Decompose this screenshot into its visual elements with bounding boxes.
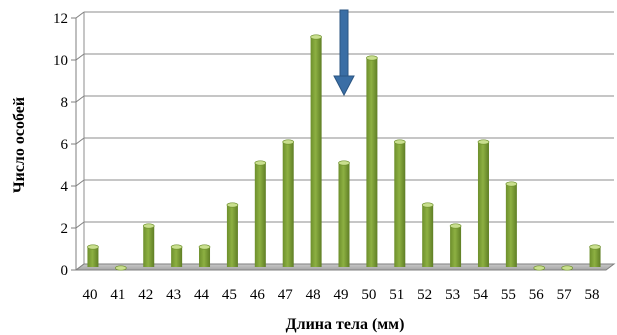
bar (87, 247, 99, 267)
bar-cap (310, 34, 322, 40)
bar (422, 205, 434, 267)
x-tick-label: 57 (557, 287, 573, 303)
y-tick-label: 8 (61, 95, 69, 111)
bar-cap (198, 244, 211, 250)
x-axis: 40 41 42 43 44 45 46 47 48 49 50 51 52 53 54 55 56 57 58 (82, 287, 599, 303)
bar (199, 247, 211, 267)
bar-cap (393, 139, 406, 145)
bar (589, 247, 601, 267)
bar-cap (477, 139, 490, 145)
bar (338, 163, 350, 267)
y-tick-label: 0 (61, 263, 69, 279)
x-tick-label: 45 (222, 287, 237, 303)
gridline-diag (75, 179, 85, 187)
bar-cap (338, 160, 350, 166)
arrow-shaft (339, 9, 349, 77)
x-tick-label: 52 (417, 287, 432, 303)
x-tick-label: 42 (138, 287, 153, 303)
x-tick-label: 58 (585, 287, 600, 303)
bar-cap (142, 223, 155, 229)
y-tick-label: 10 (53, 53, 68, 69)
gridline-diag (75, 53, 85, 61)
gridline-diag (75, 221, 85, 229)
bar-cap (421, 202, 434, 208)
bar (366, 58, 378, 267)
bar-cap (589, 244, 601, 250)
bar-cap (170, 244, 183, 250)
bar-cap (226, 202, 239, 208)
x-tick-label: 44 (194, 287, 210, 303)
bar (282, 142, 294, 267)
x-tick-label: 47 (278, 287, 294, 303)
bar (143, 226, 155, 267)
bar-cap (115, 265, 127, 271)
x-tick-label: 48 (306, 287, 321, 303)
bar-cap (505, 181, 518, 187)
bar-cap (282, 139, 295, 145)
x-tick-label: 40 (82, 287, 97, 303)
bar-cap (87, 244, 99, 250)
x-tick-label: 54 (473, 287, 489, 303)
bar (450, 226, 462, 267)
bar-cap (366, 55, 378, 61)
annotation (333, 9, 355, 97)
y-tick-label: 4 (61, 179, 69, 195)
x-tick-label: 46 (250, 287, 266, 303)
bar (254, 163, 266, 267)
y-tick-label: 12 (53, 11, 68, 27)
gridline-diag (75, 137, 85, 145)
bar (505, 184, 517, 267)
bar-cap (254, 160, 267, 166)
bar (394, 142, 406, 267)
bar (310, 37, 322, 267)
x-axis-title: Длина тела (мм) (286, 316, 405, 333)
gridline-diag (75, 11, 85, 19)
bar (477, 142, 489, 267)
bar-cap (561, 265, 573, 271)
arrow-head (333, 75, 355, 97)
down-arrow-icon (333, 9, 355, 97)
bar-cap (533, 265, 546, 271)
bars (87, 34, 601, 271)
y-axis-title: Число особей (11, 97, 28, 193)
bar-cap (449, 223, 462, 229)
x-tick-label: 49 (334, 287, 349, 303)
x-tick-label: 50 (361, 287, 376, 303)
x-tick-label: 53 (445, 287, 460, 303)
bar (226, 205, 238, 267)
x-tick-label: 56 (529, 287, 545, 303)
x-tick-label: 43 (166, 287, 181, 303)
y-tick-label: 2 (61, 221, 69, 237)
y-axis: 0 2 4 6 8 10 12 (53, 11, 77, 279)
x-tick-label: 51 (389, 287, 404, 303)
bar (171, 247, 183, 267)
y-tick-label: 6 (61, 137, 69, 153)
gridline-diag (75, 95, 85, 103)
x-tick-label: 41 (110, 287, 125, 303)
x-tick-label: 55 (501, 287, 516, 303)
